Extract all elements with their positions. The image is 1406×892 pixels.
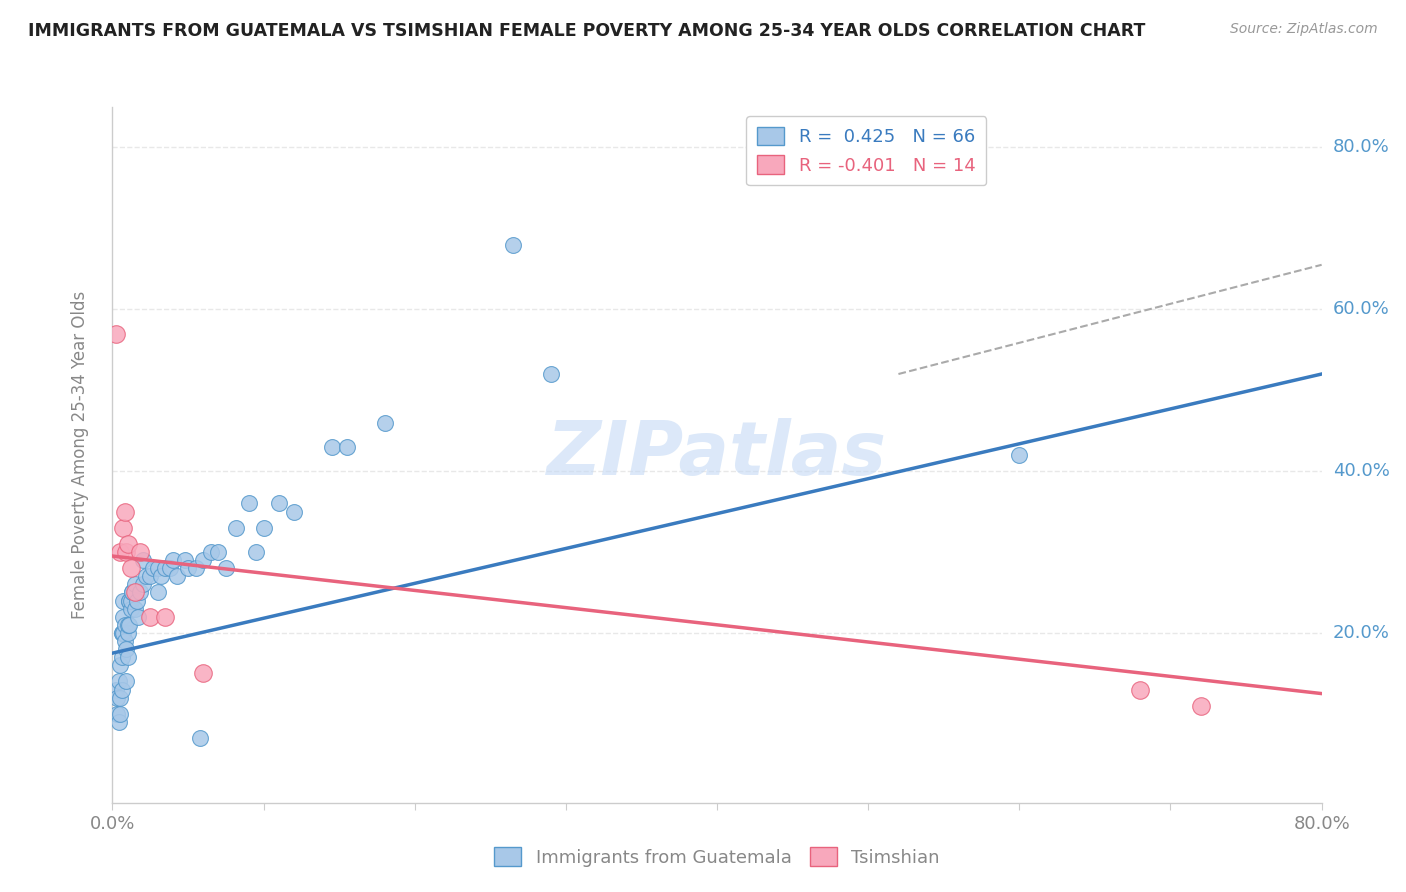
Point [108,545,131,559]
Point [120,561,142,575]
Point [166,569,188,583]
Point [128,585,150,599]
Point [108,706,131,721]
Point [207,545,229,559]
Point [112,521,135,535]
Point [115,642,138,657]
Text: 20.0%: 20.0% [1333,624,1389,642]
Point [128,545,150,559]
Point [118,593,141,607]
Point [114,617,136,632]
Point [114,634,136,648]
Point [107,714,129,729]
Point [1189,698,1212,713]
Point [110,626,132,640]
Point [117,617,139,632]
Point [155,609,177,624]
Point [108,690,131,705]
Point [191,553,214,567]
Point [184,561,207,575]
Point [117,650,139,665]
Text: 40.0%: 40.0% [1333,462,1389,480]
Point [1129,682,1152,697]
Point [267,496,290,510]
Point [112,609,135,624]
Point [105,706,128,721]
Point [118,617,141,632]
Point [238,496,260,510]
Point [112,626,135,640]
Point [540,367,562,381]
Point [124,585,146,599]
Point [139,569,162,583]
Point [104,682,127,697]
Point [124,601,146,615]
Point [191,666,214,681]
Point [200,545,222,559]
Point [502,237,524,252]
Point [121,585,143,599]
Point [159,561,181,575]
Point [155,561,177,575]
Point [120,601,142,615]
Point [215,561,238,575]
Point [146,561,169,575]
Point [139,609,162,624]
Point [174,553,197,567]
Text: IMMIGRANTS FROM GUATEMALA VS TSIMSHIAN FEMALE POVERTY AMONG 25-34 YEAR OLDS CORR: IMMIGRANTS FROM GUATEMALA VS TSIMSHIAN F… [28,22,1146,40]
Point [162,553,184,567]
Text: 80.0%: 80.0% [1333,138,1389,156]
Point [225,521,247,535]
Point [110,650,132,665]
Y-axis label: Female Poverty Among 25-34 Year Olds: Female Poverty Among 25-34 Year Olds [70,291,89,619]
Point [124,577,146,591]
Point [117,626,139,640]
Point [283,504,305,518]
Point [107,674,129,689]
Point [110,626,132,640]
Point [114,504,136,518]
Point [132,577,155,591]
Point [321,440,343,454]
Point [188,731,211,745]
Text: Source: ZipAtlas.com: Source: ZipAtlas.com [1230,22,1378,37]
Point [105,690,128,705]
Point [117,537,139,551]
Point [245,545,267,559]
Text: 60.0%: 60.0% [1333,301,1389,318]
Point [132,553,155,567]
Point [112,593,135,607]
Point [149,569,172,583]
Point [108,658,131,673]
Point [115,545,138,559]
Point [104,326,127,341]
Point [125,593,148,607]
Point [110,682,132,697]
Point [374,416,396,430]
Point [146,585,169,599]
Point [336,440,359,454]
Point [121,585,143,599]
Point [115,674,138,689]
Point [253,521,276,535]
Point [127,609,149,624]
Legend: Immigrants from Guatemala, Tsimshian: Immigrants from Guatemala, Tsimshian [486,840,948,874]
Point [120,593,142,607]
Point [135,569,157,583]
Point [142,561,165,575]
Point [1008,448,1031,462]
Point [118,593,141,607]
Point [177,561,200,575]
Text: ZIPatlas: ZIPatlas [547,418,887,491]
